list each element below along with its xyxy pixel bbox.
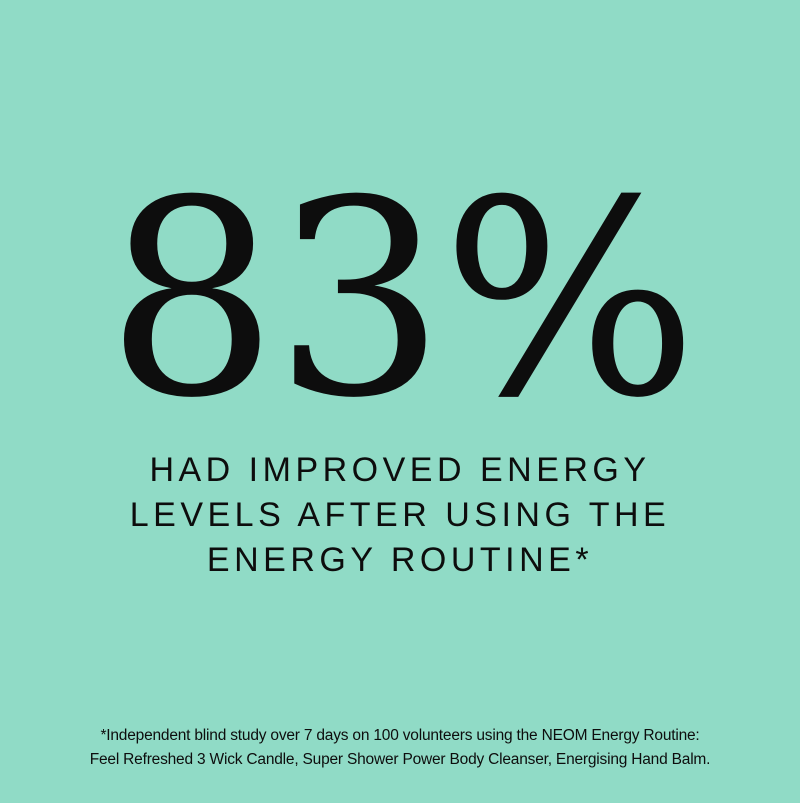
headline: HAD IMPROVED ENERGY LEVELS AFTER USING T…: [0, 448, 800, 583]
footnote: *Independent blind study over 7 days on …: [0, 724, 800, 772]
headline-line: ENERGY ROUTINE*: [206, 541, 594, 579]
headline-line: HAD IMPROVED ENERGY: [149, 451, 651, 489]
stat-percentage: 83%: [105, 142, 698, 457]
footnote-line: Feel Refreshed 3 Wick Candle, Super Show…: [89, 751, 711, 768]
footnote-line: *Independent blind study over 7 days on …: [100, 727, 700, 744]
headline-line: LEVELS AFTER USING THE: [129, 496, 671, 534]
